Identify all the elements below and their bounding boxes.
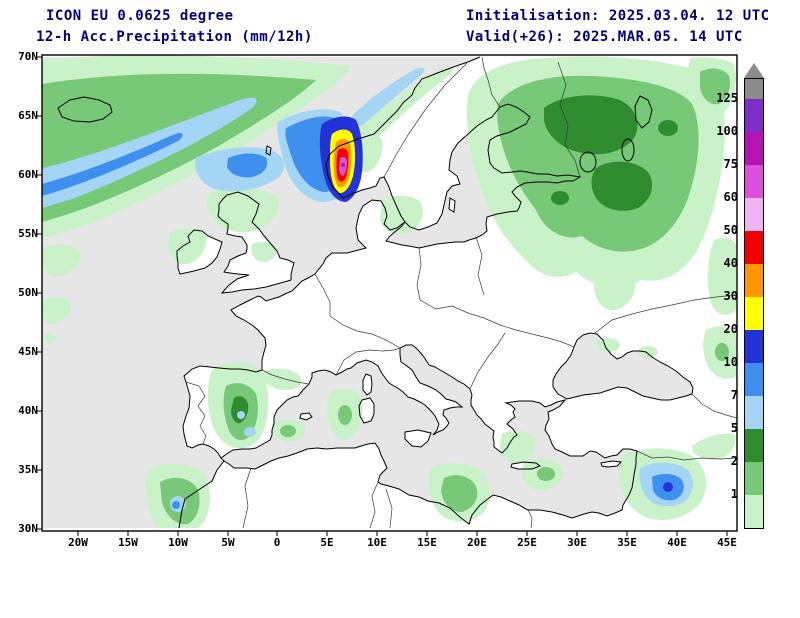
legend-value: 20 <box>723 322 738 336</box>
precip-layer <box>42 55 736 528</box>
lon-label: 0 <box>273 536 281 549</box>
precip-northeast-europe <box>466 56 736 315</box>
lat-label: 55N <box>18 227 38 240</box>
precip-british-isles <box>168 147 285 265</box>
lon-label: 15E <box>417 536 437 549</box>
legend-cell <box>745 396 763 429</box>
precip-cyprus <box>619 433 736 520</box>
legend-value: 10 <box>723 355 738 369</box>
legend-value: 2 <box>730 454 738 468</box>
legend-cell <box>745 198 763 231</box>
legend-cell <box>745 264 763 297</box>
legend-value: 7 <box>730 388 738 402</box>
axis-ticks <box>37 56 728 536</box>
legend-cell <box>745 297 763 330</box>
precip-anatolia-caucasus <box>596 326 736 379</box>
legend-cell <box>745 495 763 528</box>
precip-atlantic-band <box>42 55 352 239</box>
lon-label: 25E <box>517 536 537 549</box>
product-title: 12-h Acc.Precipitation (mm/12h) <box>36 29 313 45</box>
precip-west-edge <box>42 244 81 343</box>
lat-label: 45N <box>18 345 38 358</box>
model-title: ICON EU 0.0625 degree <box>46 8 234 24</box>
legend-cell <box>745 132 763 165</box>
lon-label: 10E <box>367 536 387 549</box>
legend-value: 100 <box>716 124 738 138</box>
lon-label: 40E <box>667 536 687 549</box>
lon-label: 45E <box>717 536 737 549</box>
legend-cell <box>745 429 763 462</box>
lon-label: 20W <box>68 536 88 549</box>
legend-cell <box>745 231 763 264</box>
lat-label: 30N <box>18 522 38 535</box>
legend-cell <box>745 330 763 363</box>
legend-value: 75 <box>723 157 738 171</box>
legend-colorbar <box>744 78 764 529</box>
legend-value: 50 <box>723 223 738 237</box>
lat-label: 40N <box>18 404 38 417</box>
lon-label: 15W <box>118 536 138 549</box>
precip-ionian <box>428 463 490 522</box>
precip-aegean <box>500 430 564 491</box>
coastline-layer <box>57 56 694 529</box>
legend-cell <box>745 99 763 132</box>
legend-value: 5 <box>730 421 738 435</box>
lon-label: 5E <box>320 536 334 549</box>
country-borders-layer <box>185 56 737 529</box>
init-time-label: Initialisation: 2025.03.04. 12 UTC <box>466 8 770 24</box>
legend-cell <box>745 462 763 495</box>
lon-label: 10W <box>168 536 188 549</box>
legend-value: 30 <box>723 289 738 303</box>
legend-value: 40 <box>723 256 738 270</box>
legend-value: 1 <box>730 487 738 501</box>
legend-value: 125 <box>716 91 738 105</box>
lon-label: 35E <box>617 536 637 549</box>
lat-label: 70N <box>18 50 38 63</box>
lon-label: 5W <box>221 536 235 549</box>
lon-label: 30E <box>567 536 587 549</box>
lat-label: 50N <box>18 286 38 299</box>
precip-tyrrhenian <box>327 388 362 441</box>
legend-value: 60 <box>723 190 738 204</box>
precip-iberia <box>208 361 306 449</box>
lon-label: 20E <box>467 536 487 549</box>
legend-cell <box>745 79 763 99</box>
lat-label: 35N <box>18 463 38 476</box>
precip-nw-africa <box>145 463 210 528</box>
precip-north-sea-norway <box>277 67 454 235</box>
valid-time-label: Valid(+26): 2025.MAR.05. 14 UTC <box>466 29 743 45</box>
legend-cell <box>745 165 763 198</box>
legend-cell <box>745 363 763 396</box>
lat-label: 60N <box>18 168 38 181</box>
lat-label: 65N <box>18 109 38 122</box>
